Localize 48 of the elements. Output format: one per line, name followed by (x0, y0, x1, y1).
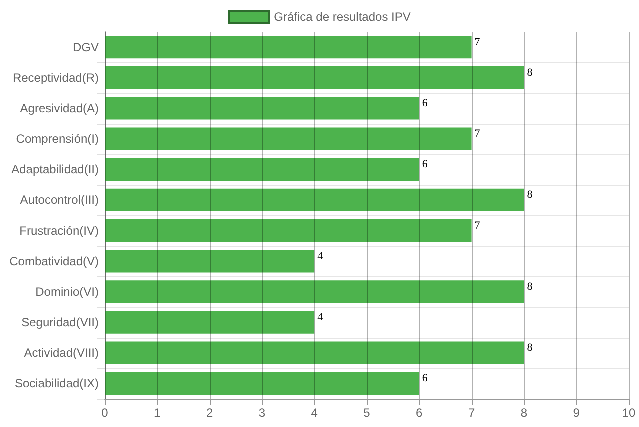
bar (105, 372, 420, 396)
x-tick-label: 0 (102, 406, 109, 420)
data-label: 4 (318, 250, 324, 262)
x-tick-label: 10 (622, 406, 636, 420)
bar (105, 250, 315, 273)
y-tick-label: Adaptabilidad(II) (12, 162, 99, 177)
y-tick-label: Agresividad(A) (20, 101, 99, 116)
data-label: 7 (474, 128, 481, 140)
x-tick-label: 5 (364, 406, 371, 420)
x-tick-label: 2 (206, 406, 214, 420)
y-tick-label: Seguridad(VII) (22, 316, 99, 330)
bar (105, 311, 315, 334)
x-tick-label: 6 (416, 406, 424, 420)
x-tick-label: 7 (468, 406, 476, 420)
x-tick-label: 3 (258, 406, 266, 420)
data-label: 4 (318, 312, 324, 324)
y-tick-label: Comprensión(I) (16, 132, 99, 146)
y-tick-label: DGV (72, 40, 99, 54)
x-tick-label: 4 (311, 406, 318, 420)
y-tick-label: Combatividad(V) (10, 254, 99, 268)
data-label: 6 (422, 97, 428, 110)
y-tick-label: Autocontrol(III) (20, 193, 99, 208)
bar (105, 97, 420, 120)
bar (105, 280, 524, 304)
y-tick-label: Dominio(VI) (36, 284, 99, 299)
x-tick-label: 8 (520, 406, 528, 420)
bar (105, 36, 472, 59)
data-label: 8 (527, 66, 534, 79)
bar (105, 219, 472, 242)
legend-label: Gráfica de resultados IPV (274, 10, 411, 24)
data-label: 6 (422, 372, 428, 385)
bar (105, 158, 420, 181)
y-tick-label: Frustración(IV) (20, 224, 99, 238)
y-tick-label: Receptividad(R) (12, 70, 99, 85)
y-tick-label: Actividad(VIII) (24, 346, 99, 360)
x-tick-label: 9 (573, 406, 580, 420)
bar (105, 128, 472, 150)
x-tick-label: 1 (154, 406, 162, 420)
data-label: 6 (422, 158, 428, 171)
data-label: 8 (527, 342, 534, 354)
data-label: 8 (527, 280, 534, 293)
data-label: 7 (474, 220, 481, 232)
data-label: 7 (474, 36, 481, 48)
bar (105, 188, 524, 212)
bar (105, 342, 524, 364)
data-label: 8 (527, 189, 534, 202)
y-tick-label: Sociabilidad(IX) (14, 376, 99, 391)
bar (105, 66, 524, 90)
